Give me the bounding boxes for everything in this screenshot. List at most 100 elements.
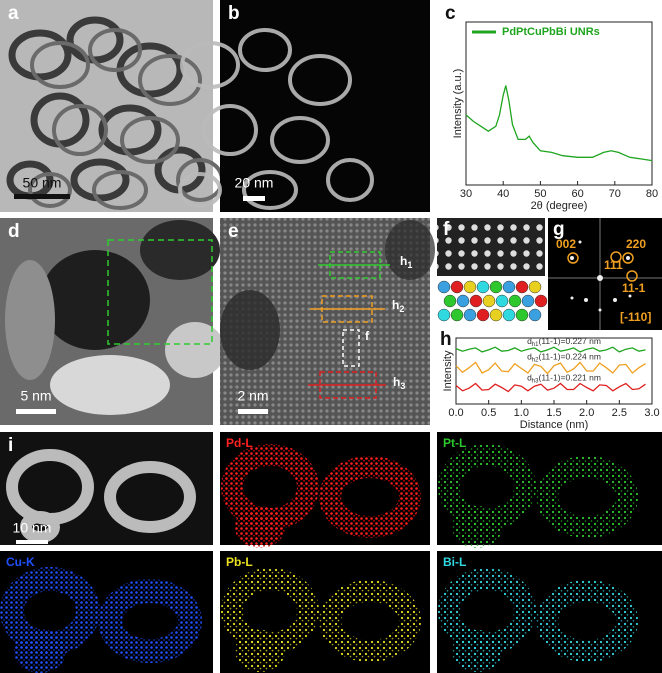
data-line	[455, 361, 646, 375]
spot-label: 002	[556, 237, 576, 251]
annotation-part: h3	[532, 378, 539, 384]
atom	[456, 294, 470, 308]
atom	[476, 280, 490, 294]
annotation-part: (11-1)=0.224 nm	[538, 352, 600, 362]
panel-g: 002 220 111 11-1 [-110] g	[548, 218, 662, 330]
inset-label: f	[365, 329, 370, 343]
particle	[165, 322, 225, 378]
region-label: h3	[393, 375, 405, 391]
map-label: Cu-K	[6, 555, 35, 569]
x-tick-label: 1.0	[514, 407, 529, 419]
panel-label: f	[443, 219, 450, 240]
x-tick-label: 70	[609, 188, 621, 200]
panel-label: h	[440, 329, 452, 350]
annotation: dh2(11-1)=0.224 nm	[527, 352, 601, 363]
spot-label: 11-1	[622, 281, 646, 295]
atom	[437, 280, 451, 294]
x-tick-label: 0.0	[448, 407, 463, 419]
plot-frame	[465, 21, 653, 186]
void	[220, 290, 280, 370]
annotation-part: h1	[532, 342, 539, 348]
x-axis-label: 2θ (degree)	[531, 200, 588, 212]
x-tick-label: 0.5	[481, 407, 496, 419]
annotation-part: d	[527, 352, 532, 362]
y-axis-label: Intensity (a.u.)	[452, 69, 464, 139]
atom	[515, 280, 529, 294]
fft-image	[548, 218, 662, 330]
map-label: Pb-L	[226, 555, 253, 569]
x-tick-label: 50	[534, 188, 546, 200]
void	[385, 220, 435, 280]
region-box	[342, 329, 360, 367]
atom	[502, 280, 516, 294]
x-tick-label: 2.0	[579, 407, 594, 419]
atom-model	[437, 280, 548, 322]
atom	[495, 294, 509, 308]
data-line	[465, 85, 653, 162]
void	[140, 220, 220, 280]
particle	[50, 355, 170, 415]
atom	[528, 280, 542, 294]
atom	[502, 308, 516, 322]
annotation-part: d	[527, 373, 532, 383]
scale-bar-label: 50 nm	[23, 175, 62, 191]
scale-bar-label: 10 nm	[13, 520, 52, 536]
panel-label: c	[445, 3, 456, 24]
selection-box	[107, 239, 213, 345]
spot-circle	[622, 252, 634, 264]
annotation: dh1(11-1)=0.227 nm	[527, 336, 601, 347]
panel-label: b	[228, 3, 240, 24]
spot-label: 220	[626, 237, 646, 251]
annotation: dh3(11-1)=0.221 nm	[527, 373, 601, 384]
atom	[489, 308, 503, 322]
panel-label: g	[553, 219, 565, 240]
panel-label: a	[8, 3, 19, 24]
panel-label: e	[228, 221, 239, 242]
panel-d: d 5 nm	[0, 218, 225, 425]
zone-axis: [-110]	[620, 310, 651, 324]
map-label: Pd-L	[226, 436, 253, 450]
atom	[534, 294, 548, 308]
void	[40, 250, 150, 350]
panel-label: d	[8, 221, 20, 242]
atom	[521, 294, 535, 308]
region-label: h1	[400, 254, 412, 270]
data-line	[455, 346, 646, 353]
panel-f: f	[437, 218, 548, 322]
scale-bar-label: 2 nm	[237, 388, 268, 404]
x-tick-label: 30	[460, 188, 472, 200]
panel-e: h1 h2 h3 f e 2 nm	[220, 218, 435, 425]
y-axis-label: Intensity	[442, 350, 454, 391]
scale-bar	[243, 196, 265, 201]
atom	[450, 308, 464, 322]
spot-circle	[626, 270, 638, 282]
atom	[463, 308, 477, 322]
scale-bar	[14, 194, 70, 199]
atom	[528, 308, 542, 322]
x-tick-label: 1.5	[546, 407, 561, 419]
panel-i: i 10 nm Pd-L Pt-L Cu-K Pb-L Bi-L	[0, 432, 662, 673]
atom	[437, 308, 451, 322]
scale-bar-label: 20 nm	[235, 175, 274, 191]
fft-spots	[570, 240, 632, 312]
annotation-part: h2	[532, 357, 539, 363]
region-label: h2	[392, 298, 404, 314]
x-tick-label: 2.5	[612, 407, 627, 419]
map-label: Bi-L	[443, 555, 466, 569]
annotation-part: (11-1)=0.221 nm	[538, 373, 600, 383]
x-tick-label: 60	[571, 188, 583, 200]
x-axis-label: Distance (nm)	[520, 419, 588, 431]
atom	[443, 294, 457, 308]
map-label: Pt-L	[443, 436, 466, 450]
scale-bar-label: 5 nm	[20, 388, 51, 404]
atom	[515, 308, 529, 322]
annotation-part: (11-1)=0.227 nm	[538, 336, 600, 346]
scale-bar	[16, 409, 56, 414]
x-tick-label: 40	[497, 188, 509, 200]
atom	[508, 294, 522, 308]
atom	[489, 280, 503, 294]
atom	[469, 294, 483, 308]
atomic-image	[437, 218, 545, 276]
